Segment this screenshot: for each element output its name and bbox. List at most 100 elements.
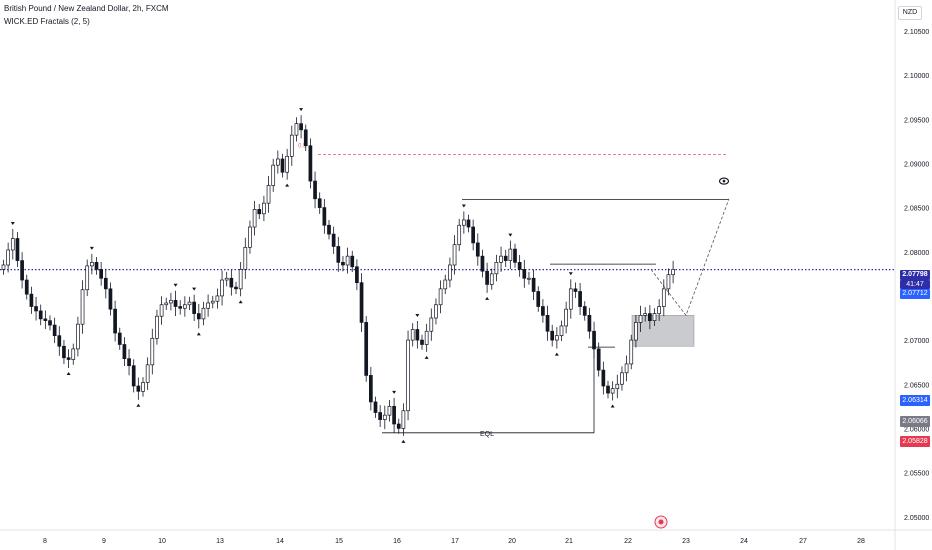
y-tick-label: 2.10500 (904, 29, 929, 36)
candle-body (89, 262, 94, 267)
candle-body (457, 224, 462, 246)
x-tick-label: 10 (158, 538, 166, 545)
candle-body (624, 363, 629, 374)
candle-body (178, 306, 183, 309)
fractal-low-marker (424, 355, 429, 359)
candle-body (159, 304, 164, 317)
candle-body (424, 330, 429, 345)
candle-body (582, 306, 587, 316)
indicator-title[interactable]: WICK.ED Fractals (2, 5) (4, 17, 90, 26)
candle-body (350, 255, 355, 268)
candle-body (62, 345, 66, 359)
candle-body (308, 145, 313, 182)
candle-body (438, 288, 443, 306)
candle-body (150, 337, 155, 366)
fractal-high-marker (192, 287, 197, 291)
candle-body (10, 238, 15, 251)
candle-body (661, 288, 666, 307)
candle-body (331, 233, 336, 247)
candle-body (355, 266, 359, 284)
candle-body (243, 246, 248, 270)
candle-body (234, 286, 238, 290)
candle-body (559, 325, 564, 337)
candle-body (517, 262, 522, 270)
candle-body (387, 405, 392, 416)
candle-body (192, 301, 196, 314)
candle-body (452, 244, 457, 266)
candle-body (462, 219, 466, 226)
y-tick-label: 2.06500 (904, 382, 929, 389)
candle-body (99, 269, 104, 279)
candle-body (415, 329, 420, 341)
candle-body (294, 123, 299, 136)
candle-body (85, 265, 90, 291)
candle-body (15, 238, 20, 261)
candle-body (466, 219, 471, 228)
fractal-low-marker (238, 300, 243, 304)
x-tick-label: 23 (682, 538, 690, 545)
candle-body (382, 414, 387, 420)
candle-body (434, 304, 438, 319)
candle-body (373, 401, 378, 413)
x-tick-label: 9 (102, 538, 106, 545)
candle-body (131, 365, 136, 387)
countdown-tag: 41:47 (900, 280, 930, 289)
candle-body (248, 226, 252, 248)
candle-body (76, 323, 80, 350)
candle-body (164, 302, 169, 306)
x-tick-label: 22 (624, 538, 632, 545)
x-tick-label: 15 (335, 538, 343, 545)
candle-body (80, 289, 85, 325)
candle-body (564, 308, 569, 327)
candle-body (494, 262, 499, 275)
y-tick-label: 2.05000 (904, 515, 929, 522)
x-tick-label: 14 (276, 538, 284, 545)
fractal-high-marker (568, 272, 573, 276)
fractal-low-marker (66, 371, 71, 375)
candle-body (252, 209, 257, 228)
candle-body (196, 313, 201, 320)
candle-body (573, 288, 578, 292)
fractal-high-marker (10, 221, 15, 225)
candle-body (396, 423, 401, 429)
y-tick-label: 2.08500 (904, 206, 929, 213)
symbol-title: British Pound / New Zealand Dollar, 2h, … (4, 4, 169, 13)
projection-path (650, 198, 730, 317)
candle-body (341, 262, 345, 266)
candle-body (587, 315, 592, 332)
candle-body (448, 264, 452, 281)
candle-body (550, 330, 555, 341)
candle-body (489, 273, 494, 285)
candle-body (531, 277, 536, 292)
x-tick-label: 27 (799, 538, 807, 545)
candle-body (429, 317, 434, 332)
y-tick-label: 2.09500 (904, 117, 929, 124)
candle-body (257, 209, 262, 215)
candle-body (527, 277, 531, 280)
currency-badge[interactable]: NZD (898, 6, 922, 20)
candle-body (117, 332, 122, 345)
level-tag-blue-1: 2.07712 (900, 289, 930, 299)
candle-body (303, 129, 308, 147)
candle-body (285, 156, 289, 173)
candle-body (592, 330, 596, 350)
candle-body (545, 315, 550, 332)
fractal-high-marker (392, 390, 397, 394)
x-tick-label: 21 (565, 538, 573, 545)
candle-body (210, 300, 215, 304)
candle-body (406, 339, 410, 412)
candle-body (20, 260, 24, 281)
fractal-low-marker (196, 332, 201, 336)
candle-body (317, 198, 322, 208)
candle-body (671, 269, 675, 276)
x-tick-label: 28 (857, 538, 865, 545)
y-tick-label: 2.09000 (904, 161, 929, 168)
candle-body (38, 310, 43, 320)
candle-body (629, 339, 634, 365)
candle-body (485, 270, 489, 285)
fractal-high-marker (89, 246, 94, 250)
x-tick-label: 20 (508, 538, 516, 545)
candle-body (266, 185, 271, 204)
